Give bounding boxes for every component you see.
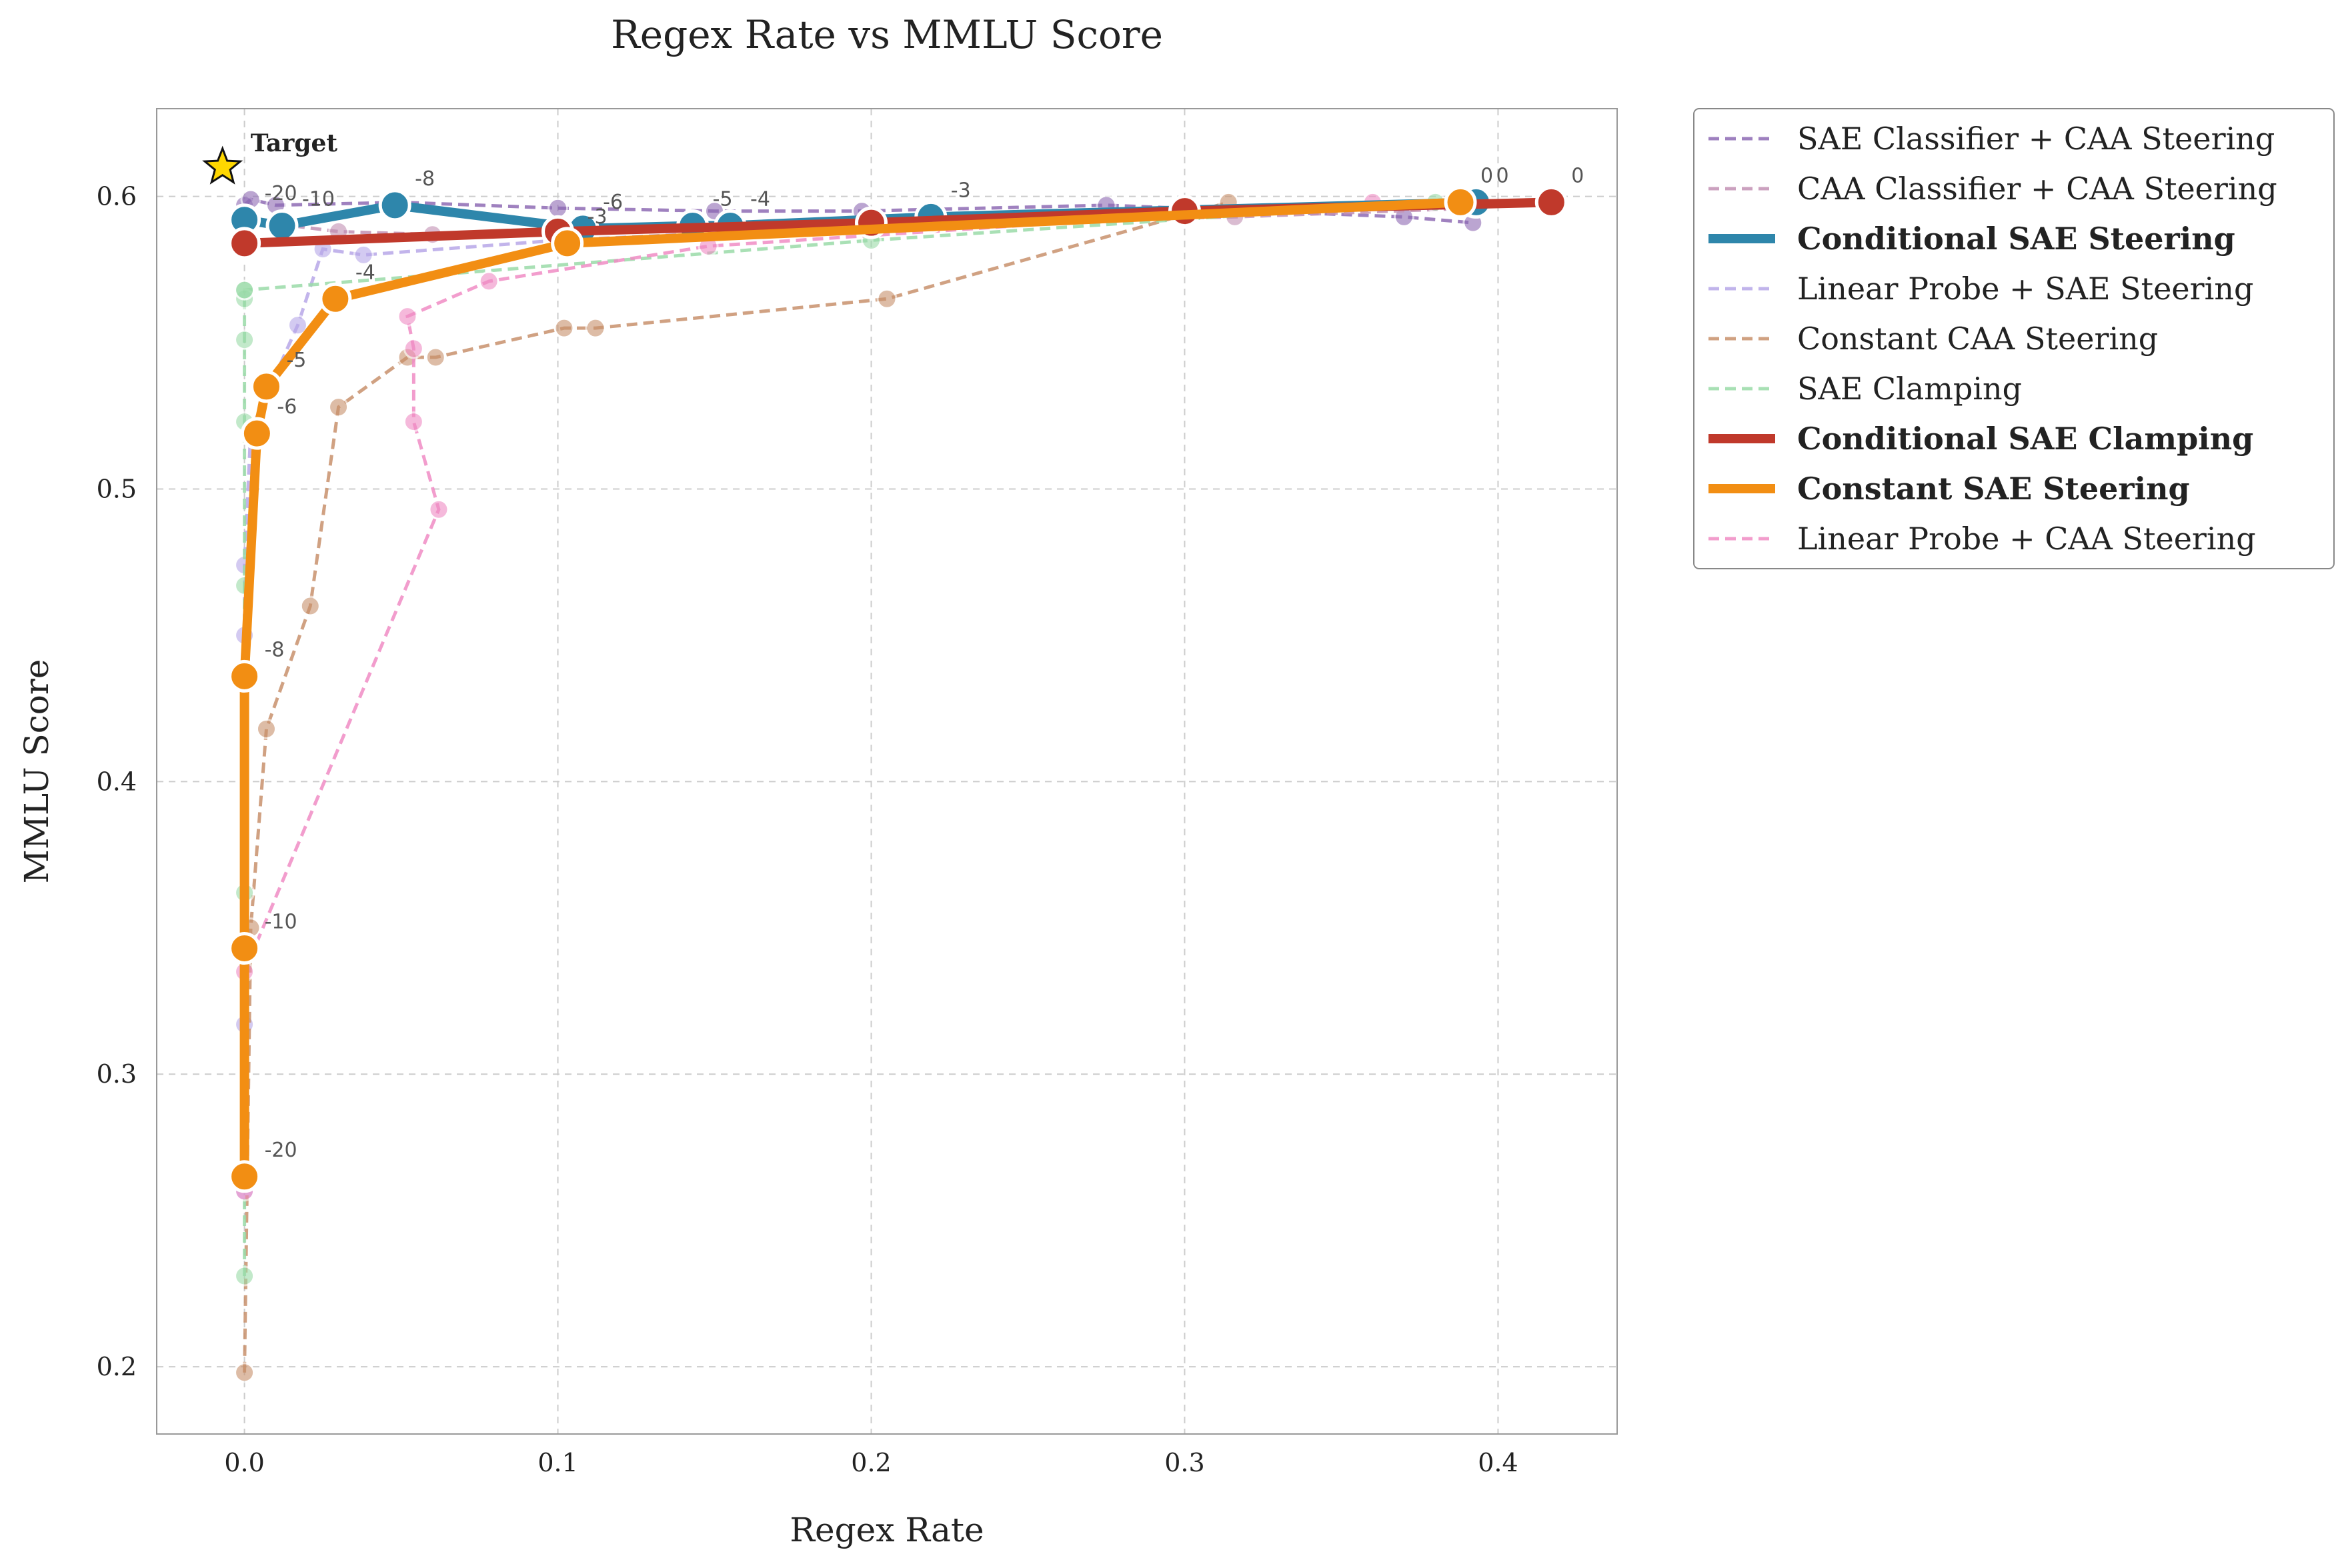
target-label: Target [251, 129, 338, 157]
data-point [585, 317, 606, 339]
data-point [265, 209, 299, 243]
series-line [239, 197, 1466, 1181]
legend: SAE Classifier + CAA Steering CAA Classif… [1693, 108, 2335, 569]
data-point [228, 227, 261, 260]
data-point [547, 197, 569, 219]
data-point [353, 244, 374, 265]
data-point [551, 227, 584, 260]
point-label: -4 [750, 188, 770, 211]
point-label: 0 [1496, 164, 1509, 187]
series-7 [228, 185, 1477, 1193]
x-tick-label: 0.0 [224, 1448, 264, 1477]
point-label: -8 [265, 638, 285, 661]
data-point [287, 315, 308, 336]
series-8 [234, 191, 1383, 1202]
data-point [228, 1160, 261, 1193]
point-label: -6 [603, 191, 623, 214]
series-4 [234, 191, 1239, 1383]
legend-label: Linear Probe + SAE Steering [1797, 271, 2253, 307]
data-point [228, 659, 261, 693]
data-point [328, 397, 349, 418]
y-tick-label: 0.4 [97, 767, 137, 796]
legend-item: Conditional SAE Clamping [1708, 421, 2253, 457]
y-tick-label: 0.2 [97, 1352, 137, 1381]
data-point [234, 329, 255, 351]
legend-label: Conditional SAE Clamping [1797, 421, 2253, 457]
target-star-icon [202, 145, 243, 185]
legend-item: Constant SAE Steering [1708, 471, 2190, 507]
legend-label: Conditional SAE Steering [1797, 221, 2235, 257]
data-point [234, 279, 255, 301]
series-line [243, 200, 1436, 1277]
data-point [319, 282, 352, 315]
legend-item: Linear Probe + CAA Steering [1708, 521, 2256, 557]
x-axis-title: Regex Rate [790, 1511, 984, 1549]
series-layer [228, 185, 1568, 1383]
legend-item: CAA Classifier + CAA Steering [1708, 171, 2277, 207]
data-point [228, 932, 261, 965]
point-label: -20 [265, 1139, 297, 1162]
series-line [243, 197, 1474, 225]
y-tick-label: 0.6 [97, 182, 137, 211]
legend-label: Constant CAA Steering [1797, 321, 2158, 357]
plot-frame [156, 108, 1618, 1435]
data-point [234, 1265, 255, 1287]
x-tick-label: 0.3 [1164, 1448, 1204, 1477]
legend-label: SAE Classifier + CAA Steering [1797, 121, 2275, 157]
data-point [876, 288, 898, 309]
chart-title: Regex Rate vs MMLU Score [611, 12, 1163, 57]
y-tick-label: 0.5 [97, 475, 137, 504]
data-point [378, 189, 411, 222]
point-label: 0 [1480, 164, 1493, 187]
data-point [234, 1362, 255, 1383]
data-point [1534, 185, 1568, 219]
point-label: -4 [355, 261, 375, 284]
point-label: -10 [302, 188, 335, 211]
target-marker: Target [202, 129, 338, 185]
point-label: -8 [415, 167, 435, 191]
y-tick-label: 0.3 [97, 1059, 137, 1089]
legend-box [1693, 108, 2335, 569]
point-label: -20 [265, 182, 297, 205]
point-label: -6 [277, 395, 297, 419]
x-tick-label: 0.2 [851, 1448, 891, 1477]
data-point [428, 499, 449, 520]
point-label: -3 [588, 205, 608, 229]
y-axis-title: MMLU Score [17, 659, 56, 884]
legend-label: SAE Clamping [1797, 371, 2022, 407]
series-line [243, 201, 1229, 1373]
legend-item: Constant CAA Steering [1708, 321, 2158, 357]
data-point [403, 338, 424, 359]
point-label: -5 [713, 188, 733, 211]
legend-item: Conditional SAE Steering [1708, 221, 2235, 257]
data-point [553, 317, 575, 339]
legend-label: Linear Probe + CAA Steering [1797, 521, 2256, 557]
point-label: -10 [265, 911, 297, 934]
legend-item: SAE Clamping [1708, 371, 2022, 407]
point-label: -5 [286, 349, 306, 372]
point-labels: -20 -10-8-6 -5 -4 -30 0-20-10-8-6-5-4-30 [265, 164, 1584, 1161]
data-point [1444, 185, 1477, 219]
data-point [249, 370, 283, 403]
data-point [299, 595, 321, 617]
tick-labels: 0.0 0.1 0.2 0.3 0.4 0.2 0.3 0.4 0.5 0.6 [97, 182, 1518, 1477]
data-point [397, 306, 418, 327]
data-point [403, 411, 424, 433]
legend-item: SAE Classifier + CAA Steering [1708, 121, 2275, 157]
legend-item: Linear Probe + SAE Steering [1708, 271, 2253, 307]
data-point [255, 718, 277, 739]
x-tick-label: 0.1 [537, 1448, 577, 1477]
data-point [240, 417, 273, 450]
data-point [478, 271, 499, 292]
point-label: -3 [951, 179, 971, 202]
legend-label: Constant SAE Steering [1797, 471, 2190, 507]
x-tick-label: 0.4 [1478, 1448, 1518, 1477]
data-point [425, 347, 446, 368]
point-label: 0 [1571, 164, 1584, 187]
legend-label: CAA Classifier + CAA Steering [1797, 171, 2277, 207]
